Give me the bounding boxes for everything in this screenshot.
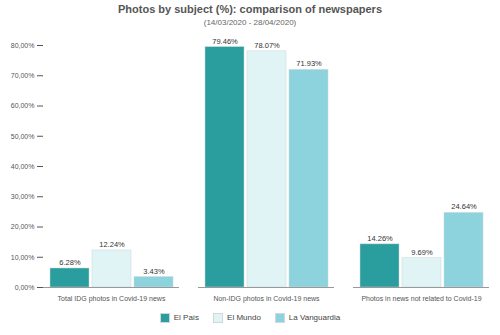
svg-text:71.93%: 71.93% bbox=[296, 59, 322, 68]
html-text:Photos by subject (%): compari: Photos by subject (%): comparison of new… bbox=[118, 3, 382, 15]
svg-text:80,00%: 80,00% bbox=[11, 42, 35, 49]
svg-text:10,00%: 10,00% bbox=[11, 253, 35, 260]
svg-text:Total IDG photos in Covid-19 n: Total IDG photos in Covid-19 news bbox=[58, 295, 166, 303]
html-text:(14/03/2020 - 28/04/2020): (14/03/2020 - 28/04/2020) bbox=[203, 18, 297, 27]
svg-text:9.69%: 9.69% bbox=[411, 248, 433, 257]
svg-text:79.46%: 79.46% bbox=[212, 37, 238, 46]
html-text:La Vanguardia: La Vanguardia bbox=[288, 313, 341, 322]
svg-text:30,00%: 30,00% bbox=[11, 193, 35, 200]
svg-text:Photos in news not related to: Photos in news not related to Covid-19 bbox=[361, 295, 481, 302]
svg-text:60,00%: 60,00% bbox=[11, 102, 35, 109]
svg-text:12.24%: 12.24% bbox=[99, 240, 125, 249]
html-text:El Mundo: El Mundo bbox=[227, 313, 261, 322]
svg-text:0,00%: 0,00% bbox=[15, 284, 35, 291]
svg-text:6.28%: 6.28% bbox=[59, 258, 81, 267]
svg-text:70,00%: 70,00% bbox=[11, 72, 35, 79]
svg-text:Non-IDG photos in Covid-19 new: Non-IDG photos in Covid-19 news bbox=[213, 295, 320, 303]
svg-text:78.07%: 78.07% bbox=[254, 41, 280, 50]
svg-text:24.64%: 24.64% bbox=[451, 202, 477, 211]
svg-text:50,00%: 50,00% bbox=[11, 132, 35, 139]
svg-text:40,00%: 40,00% bbox=[11, 163, 35, 170]
html-text:El País: El País bbox=[173, 313, 199, 322]
svg-text:14.26%: 14.26% bbox=[367, 234, 393, 243]
svg-text:3.43%: 3.43% bbox=[143, 267, 165, 276]
svg-text:20,00%: 20,00% bbox=[11, 223, 35, 230]
